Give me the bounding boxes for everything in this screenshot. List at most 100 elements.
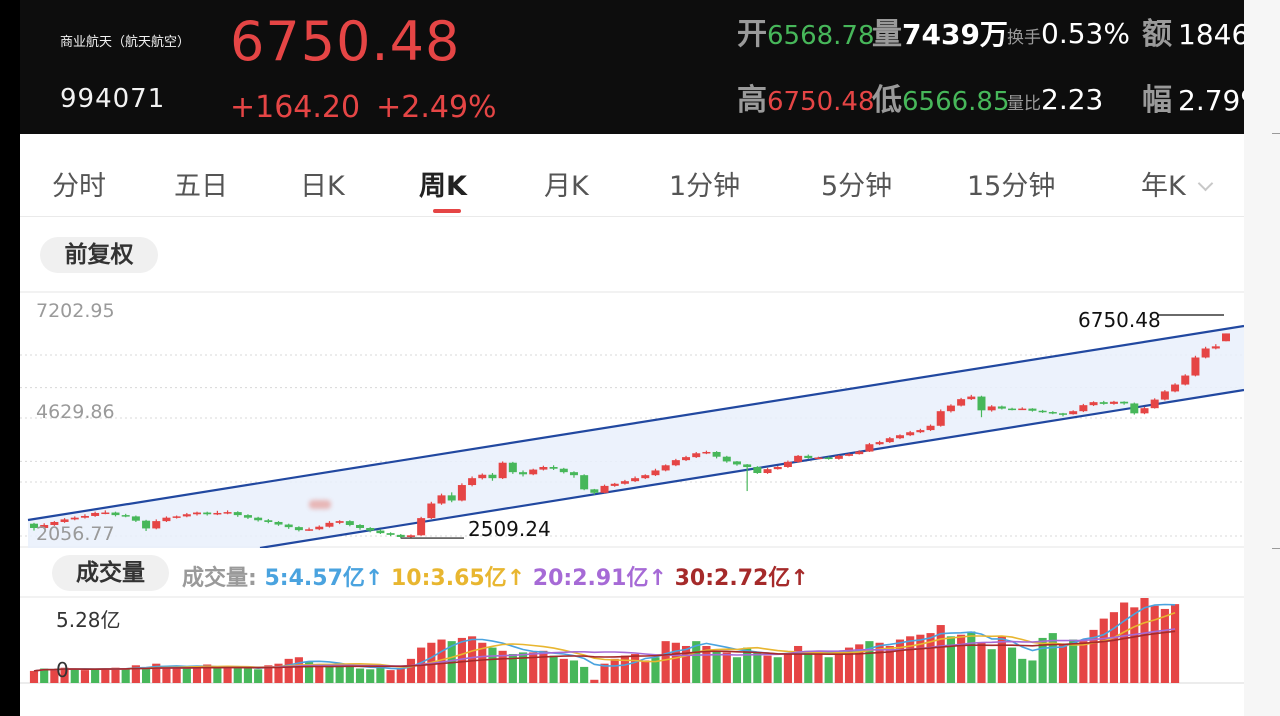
volume-bar <box>529 652 538 683</box>
volume-bar <box>1109 612 1119 683</box>
tab-five-day[interactable]: 五日 <box>174 171 228 202</box>
volume-chart[interactable] <box>20 596 1244 688</box>
stat-high-value: 6750.48 <box>767 87 875 117</box>
volume-bar <box>101 668 110 683</box>
candle-body <box>519 472 528 475</box>
candle-body <box>539 467 548 470</box>
volume-bar <box>702 645 711 683</box>
candle-body <box>121 515 130 517</box>
candle-body <box>213 512 222 515</box>
volume-bar <box>865 641 874 683</box>
candle-body <box>264 520 273 522</box>
volume-bar <box>814 654 823 683</box>
volume-bar <box>457 637 466 683</box>
ma30-value: 30:2.72亿↑ <box>675 566 809 591</box>
volume-bar <box>335 665 344 683</box>
candle-body <box>753 467 762 474</box>
volume-bar <box>1038 637 1047 683</box>
candle-body <box>946 405 955 412</box>
candle-body <box>142 520 151 529</box>
volume-bar <box>274 663 283 683</box>
tab-intraday[interactable]: 分时 <box>52 171 106 202</box>
candle-body <box>315 526 324 530</box>
volume-axis-max: 5.28亿 <box>56 608 121 632</box>
volume-bar <box>1079 641 1088 683</box>
volume-bar <box>111 667 120 683</box>
price-axis-min: 2056.77 <box>36 523 115 545</box>
candle-body <box>30 523 38 528</box>
candle-body <box>305 529 314 531</box>
volume-bar <box>794 645 803 683</box>
candle-body <box>203 512 212 515</box>
stat-amplitude-label: 幅 <box>1142 83 1172 118</box>
candle-body <box>1201 348 1210 358</box>
chevron-down-icon <box>1197 175 1213 192</box>
candle-body <box>865 444 874 452</box>
adjust-type-button[interactable]: 前复权 <box>40 237 158 273</box>
volume-bar <box>366 669 375 683</box>
volume-bar <box>213 668 222 683</box>
volume-bar <box>345 666 354 683</box>
change-amount: +164.20 <box>230 90 361 125</box>
candle-body <box>488 474 497 479</box>
stat-volume-value: 7439万 <box>902 18 1008 51</box>
volume-bar <box>661 641 670 683</box>
tab-5min[interactable]: 5分钟 <box>821 171 893 202</box>
edge-tick <box>1272 548 1280 549</box>
up-arrow-icon: ↑ <box>364 566 384 591</box>
candle-body <box>243 515 252 518</box>
volume-bar <box>549 655 558 683</box>
stat-open: 开6568.78 <box>737 20 875 50</box>
trend-channel-fill <box>28 326 1244 548</box>
volume-bar <box>641 660 650 683</box>
candle-body <box>987 406 996 411</box>
tab-1min[interactable]: 1分钟 <box>669 171 741 202</box>
candle-body <box>508 462 517 473</box>
last-price: 6750.48 <box>230 10 461 73</box>
volume-ma-line <box>33 612 1176 672</box>
candle-body <box>80 515 89 518</box>
volume-bar <box>498 650 507 683</box>
up-arrow-icon: ↑ <box>790 566 809 591</box>
tab-weekly-k[interactable]: 周K <box>419 171 467 202</box>
tab-monthly-k[interactable]: 月K <box>544 171 589 202</box>
candle-body <box>1069 411 1078 415</box>
stat-vol-ratio-value: 2.23 <box>1041 83 1104 116</box>
tab-15min[interactable]: 15分钟 <box>967 171 1056 202</box>
volume-bar <box>172 666 181 683</box>
change-percent: +2.49% <box>376 90 497 125</box>
volume-indicator-button[interactable]: 成交量 <box>52 555 169 591</box>
volume-bar <box>518 652 528 683</box>
candle-body <box>131 516 140 521</box>
candle-body <box>50 521 59 525</box>
active-tab-indicator <box>433 209 461 213</box>
candle-body <box>967 396 976 400</box>
volume-bar <box>60 667 69 683</box>
stat-amplitude-value: 2.79% <box>1178 84 1244 117</box>
candle-body <box>773 467 782 470</box>
ma10-value: 10:3.65亿↑ <box>391 566 525 591</box>
candle-body <box>427 503 436 519</box>
candle-body <box>345 521 354 525</box>
stat-volume: 量7439万 <box>872 20 1008 50</box>
volume-bar <box>223 666 232 683</box>
candle-body <box>498 462 507 479</box>
stat-high-label: 高 <box>737 83 767 118</box>
candle-body <box>284 524 293 528</box>
tab-daily-k[interactable]: 日K <box>300 171 345 202</box>
candle-body <box>1058 413 1067 415</box>
volume-bar <box>804 650 813 683</box>
candle-body <box>712 451 721 457</box>
candle-body <box>580 475 589 490</box>
candle-body <box>906 432 915 436</box>
volume-bar <box>1028 660 1037 683</box>
candle-body <box>631 478 640 482</box>
candlestick-chart[interactable] <box>20 290 1244 548</box>
candle-body <box>641 475 650 479</box>
candle-body <box>549 467 558 469</box>
tab-yearly-k[interactable]: 年K <box>1141 164 1213 203</box>
volume-bar <box>651 657 660 683</box>
candle-body <box>111 512 120 516</box>
candle-body <box>447 495 456 501</box>
volume-bar <box>957 634 966 683</box>
